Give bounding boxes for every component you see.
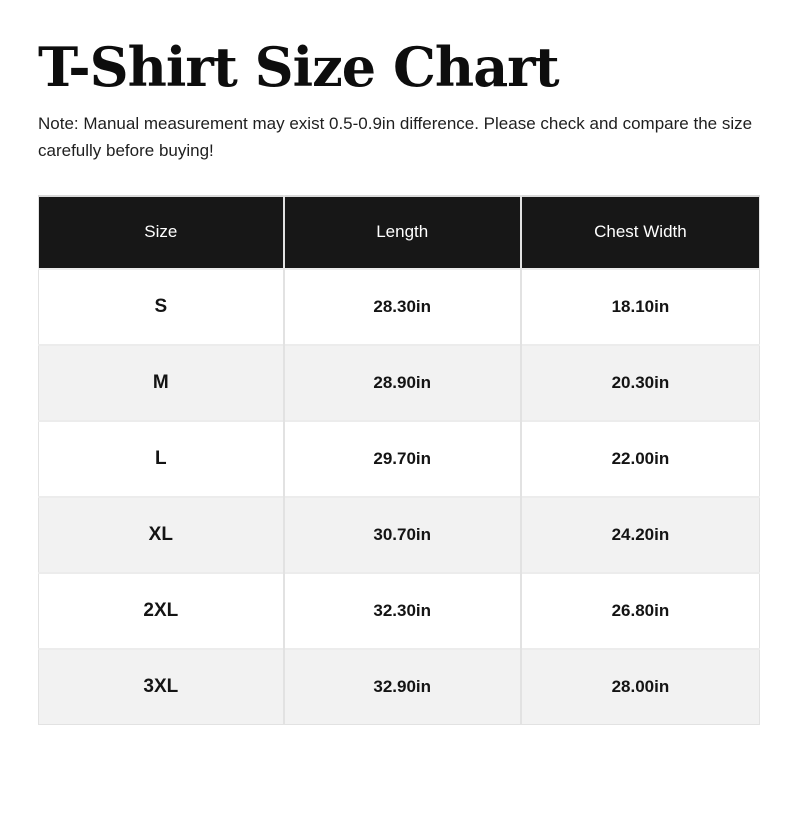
- chest-width-cell: 26.80in: [519, 571, 760, 649]
- table-row: XL 30.70in 24.20in: [38, 495, 760, 573]
- measurement-note: Note: Manual measurement may exist 0.5-0…: [38, 113, 753, 160]
- length-cell: 28.90in: [282, 343, 521, 421]
- column-header-chest-width: Chest Width: [519, 195, 760, 269]
- chest-width-cell: 24.20in: [519, 495, 760, 573]
- chest-width-cell: 28.00in: [519, 647, 760, 725]
- table-row: 3XL 32.90in 28.00in: [38, 647, 760, 725]
- chest-width-cell: 18.10in: [519, 267, 760, 345]
- size-cell: 2XL: [38, 571, 284, 649]
- size-cell: 3XL: [38, 647, 284, 725]
- size-cell: M: [38, 343, 284, 421]
- size-cell: XL: [38, 495, 284, 573]
- table-row: L 29.70in 22.00in: [38, 419, 760, 497]
- column-header-length: Length: [282, 195, 521, 269]
- length-cell: 32.30in: [282, 571, 521, 649]
- chest-width-cell: 20.30in: [519, 343, 760, 421]
- size-chart-table: Size Length Chest Width S 28.30in 18.10in M 28…: [38, 194, 760, 725]
- size-cell: L: [38, 419, 284, 497]
- length-cell: 28.30in: [282, 267, 521, 345]
- table-row: M 28.90in 20.30in: [38, 343, 760, 421]
- length-cell: 29.70in: [282, 419, 521, 497]
- chest-width-cell: 22.00in: [519, 419, 760, 497]
- length-cell: 30.70in: [282, 495, 521, 573]
- page-title: T-Shirt Size Chart: [38, 35, 560, 99]
- header-row: Size Length Chest Width: [38, 195, 760, 269]
- length-cell: 32.90in: [282, 647, 521, 725]
- table-row: 2XL 32.30in 26.80in: [38, 571, 760, 649]
- column-header-size: Size: [38, 195, 284, 269]
- table-header: Size Length Chest Width: [38, 195, 760, 269]
- table-row: S 28.30in 18.10in: [38, 267, 760, 345]
- table-body: S 28.30in 18.10in M 28.90in 20.30in L 29.70in 22…: [38, 267, 760, 725]
- size-cell: S: [38, 267, 284, 345]
